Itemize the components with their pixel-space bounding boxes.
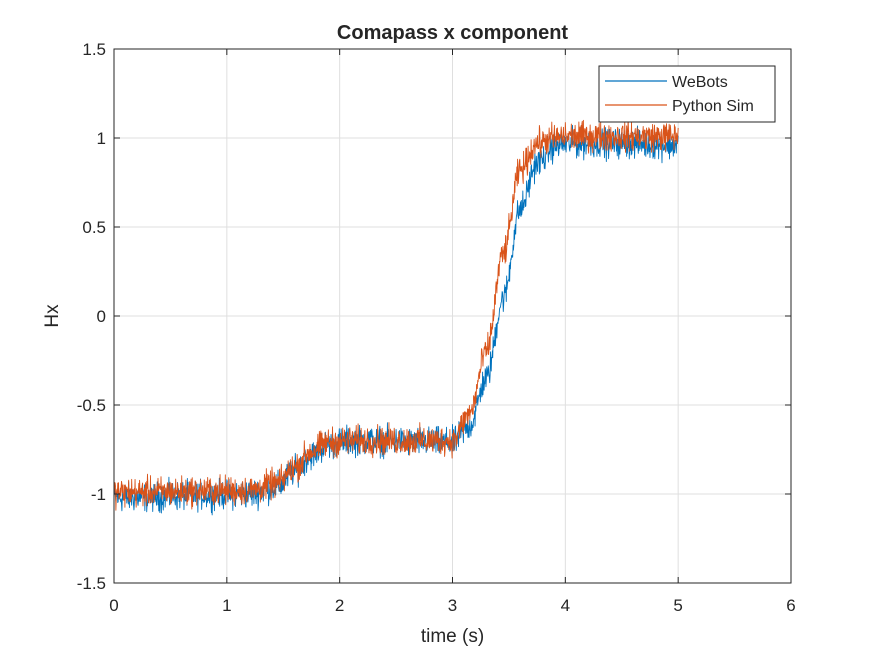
x-tick-label: 2: [335, 596, 344, 615]
x-axis-label: time (s): [421, 626, 484, 647]
y-tick-label: 1: [97, 129, 106, 148]
series-layer: [113, 118, 679, 516]
y-tick-label: -1.5: [77, 574, 106, 593]
legend: WeBots Python Sim: [598, 65, 776, 123]
x-tick-label: 5: [673, 596, 682, 615]
y-axis-label: Hx: [42, 304, 63, 328]
y-tick-label: 0: [97, 307, 106, 326]
y-tick-label: 0.5: [82, 218, 106, 237]
y-tick-label: 1.5: [82, 40, 106, 59]
legend-label-python-sim: Python Sim: [672, 98, 754, 115]
ticks: 0 1 2 3 4 5 6 -1.5 -1 -0.5 0 0.5 1 1.5: [77, 40, 796, 615]
x-tick-label: 3: [448, 596, 457, 615]
x-tick-label: 4: [561, 596, 570, 615]
y-tick-label: -1: [91, 485, 106, 504]
legend-box: [598, 65, 776, 123]
legend-label-webots: WeBots: [672, 74, 728, 91]
y-tick-label: -0.5: [77, 396, 106, 415]
chart-title: Comapass x component: [337, 22, 569, 44]
x-tick-label: 0: [109, 596, 118, 615]
series-python-sim: [113, 118, 679, 511]
x-tick-label: 1: [222, 596, 231, 615]
x-tick-label: 6: [786, 596, 795, 615]
